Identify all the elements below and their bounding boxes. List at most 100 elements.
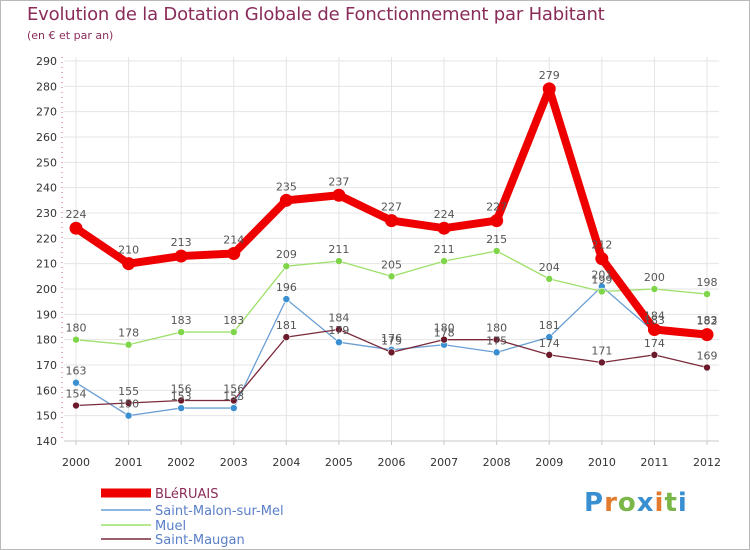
- data-point: [229, 328, 238, 336]
- data-point: [545, 333, 554, 341]
- data-point: [124, 340, 133, 349]
- data-label: 179: [328, 324, 349, 337]
- series-bl-ruais: [69, 82, 714, 342]
- y-tick-label: 290: [36, 55, 57, 68]
- x-tick-label: 2000: [62, 456, 90, 469]
- data-label: 183: [697, 314, 718, 327]
- y-tick-label: 270: [36, 106, 57, 119]
- x-tick-label: 2007: [430, 456, 458, 469]
- data-label: 199: [591, 274, 612, 287]
- data-point: [545, 275, 554, 283]
- data-label: 156: [171, 382, 192, 395]
- data-point: [229, 404, 238, 412]
- data-label: 211: [328, 243, 349, 256]
- data-label: 155: [118, 385, 139, 398]
- data-point: [335, 325, 343, 334]
- data-label: 154: [66, 388, 87, 401]
- data-label: 235: [276, 180, 297, 193]
- data-point: [703, 363, 711, 372]
- data-label: 209: [276, 248, 297, 261]
- y-tick-label: 220: [36, 232, 57, 245]
- data-label: 198: [697, 276, 718, 289]
- legend: BLéRUAIS Saint-Malon-sur-MelMuelSaint-Mau…: [101, 487, 284, 548]
- y-tick-label: 210: [36, 258, 57, 271]
- series-muel: [72, 247, 711, 349]
- data-point: [279, 193, 293, 207]
- y-tick-label: 240: [36, 182, 57, 195]
- data-point: [703, 290, 711, 298]
- data-label: 178: [434, 327, 455, 340]
- x-tick-label: 2011: [640, 456, 668, 469]
- proxiti-logo: Proxiti: [584, 488, 688, 518]
- data-point: [124, 411, 133, 420]
- data-point: [282, 333, 291, 341]
- data-label: 215: [486, 233, 507, 246]
- data-point: [700, 328, 714, 342]
- data-label: 279: [539, 69, 560, 82]
- data-label: 156: [223, 382, 244, 395]
- data-label: 180: [66, 322, 87, 335]
- data-point: [177, 404, 185, 412]
- data-label: 237: [328, 175, 349, 188]
- data-label: 181: [276, 319, 297, 332]
- data-label: 163: [66, 365, 87, 378]
- data-label: 204: [539, 261, 560, 274]
- data-label: 175: [486, 334, 507, 347]
- data-point: [122, 257, 136, 271]
- data-label: 224: [66, 208, 87, 221]
- y-tick-label: 180: [36, 334, 57, 347]
- x-tick-label: 2010: [588, 456, 616, 469]
- legend-entry: Saint-Maugan: [101, 533, 245, 548]
- x-tick-label: 2009: [535, 456, 563, 469]
- data-point: [492, 247, 501, 255]
- data-point: [598, 358, 606, 367]
- data-label: 175: [381, 334, 402, 347]
- grid: [64, 57, 719, 442]
- data-label: 180: [486, 322, 507, 335]
- data-point: [332, 188, 346, 202]
- data-label: 224: [434, 208, 455, 221]
- series-lines: [69, 82, 714, 420]
- data-label: 227: [381, 201, 402, 214]
- legend-label: Saint-Maugan: [155, 533, 245, 548]
- data-label: 196: [276, 281, 297, 294]
- chart-subtitle: (en € et par an): [27, 29, 114, 42]
- y-tick-label: 200: [36, 283, 57, 296]
- x-tick-label: 2004: [272, 456, 300, 469]
- data-point: [72, 378, 80, 387]
- y-tick-label: 140: [36, 435, 57, 448]
- data-point: [598, 287, 606, 296]
- data-point: [335, 338, 343, 347]
- data-point: [650, 351, 659, 359]
- data-label: 214: [223, 234, 244, 247]
- x-tick-label: 2008: [483, 456, 511, 469]
- x-tick-label: 2001: [115, 456, 143, 469]
- data-label: 184: [644, 310, 665, 323]
- data-point: [595, 252, 609, 266]
- data-point: [440, 257, 448, 265]
- data-label: 176: [381, 332, 402, 345]
- y-tick-label: 230: [36, 207, 57, 220]
- data-label: 213: [171, 236, 192, 249]
- data-point: [385, 214, 398, 228]
- data-label: 210: [118, 244, 139, 257]
- data-label: 212: [591, 239, 612, 252]
- data-point: [282, 262, 291, 271]
- data-label: 150: [118, 398, 139, 411]
- y-tick-label: 280: [36, 80, 57, 93]
- data-label: 183: [223, 314, 244, 327]
- data-label: 201: [591, 268, 612, 281]
- data-point: [650, 285, 659, 293]
- data-point: [647, 323, 661, 337]
- y-tick-label: 260: [36, 131, 57, 144]
- data-label: 211: [434, 243, 455, 256]
- data-label: 205: [381, 258, 402, 271]
- legend-label: BLéRUAIS: [155, 487, 218, 502]
- legend-label: Muel: [155, 519, 186, 534]
- data-point: [492, 335, 501, 344]
- y-tick-label: 150: [36, 410, 57, 423]
- data-label: 200: [644, 271, 665, 284]
- data-point: [387, 348, 396, 357]
